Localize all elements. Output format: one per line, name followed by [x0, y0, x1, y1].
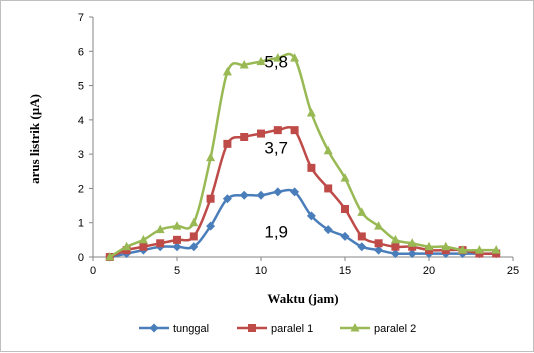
- data-point: [357, 232, 366, 241]
- x-axis-title: Waktu (jam): [267, 291, 338, 306]
- data-point: [357, 242, 367, 252]
- data-point: [172, 221, 182, 230]
- series-line: [109, 125, 497, 259]
- x-tick-label: 15: [339, 265, 351, 277]
- y-tick-label: 2: [78, 183, 84, 195]
- data-point: [290, 53, 300, 62]
- legend-item: tunggal: [139, 323, 209, 335]
- data-point: [290, 126, 299, 135]
- annotation-layer: 5,8 3,7 1,9: [264, 53, 288, 242]
- data-point: [341, 205, 349, 213]
- data-point: [323, 225, 333, 235]
- data-point: [340, 231, 350, 241]
- legend-label: tunggal: [173, 323, 209, 335]
- x-tick-label: 25: [507, 265, 519, 277]
- data-annotation: 3,7: [264, 138, 288, 157]
- data-point: [441, 241, 451, 251]
- data-point: [206, 194, 215, 203]
- data-point: [222, 194, 232, 204]
- y-tick-label: 3: [78, 149, 84, 161]
- data-point: [189, 242, 199, 252]
- data-point: [474, 245, 484, 254]
- legend-marker: [248, 324, 256, 332]
- data-point: [173, 235, 181, 244]
- data-point: [290, 187, 300, 197]
- legend: tunggal paralel 1 paralel 2: [139, 323, 416, 335]
- y-tick-label: 1: [78, 218, 84, 230]
- data-point: [374, 221, 384, 230]
- y-tick-label: 4: [78, 115, 84, 127]
- data-point: [491, 245, 501, 254]
- x-tick-label: 5: [174, 265, 180, 277]
- data-point: [374, 245, 384, 255]
- data-point: [239, 190, 249, 200]
- data-point: [156, 239, 165, 248]
- data-point: [324, 184, 333, 193]
- data-point: [122, 241, 132, 251]
- axes: 0 1 2 3 4 5 6 7 0 5 10 15 20 25: [78, 12, 519, 277]
- data-point: [206, 152, 216, 162]
- data-point: [189, 217, 199, 227]
- data-point: [273, 53, 283, 62]
- data-point: [206, 221, 216, 231]
- y-tick-label: 6: [78, 46, 84, 58]
- data-point: [273, 187, 283, 197]
- series-layer: [105, 52, 501, 262]
- data-point: [307, 163, 316, 172]
- data-point: [390, 234, 400, 244]
- legend-marker: [350, 323, 360, 332]
- series-paralel-2: [105, 52, 501, 261]
- data-point: [256, 56, 266, 66]
- data-point: [256, 190, 266, 200]
- data-point: [306, 108, 316, 117]
- data-point: [239, 60, 249, 69]
- series-line: [109, 52, 497, 259]
- data-point: [240, 133, 249, 141]
- data-point: [273, 126, 282, 135]
- data-annotation: 1,9: [264, 222, 288, 241]
- x-tick-label: 20: [423, 265, 435, 277]
- legend-marker: [149, 323, 159, 333]
- legend-item: paralel 1: [237, 323, 313, 335]
- data-point: [407, 249, 417, 259]
- data-point: [105, 252, 115, 261]
- y-tick-label: 7: [78, 12, 84, 24]
- data-point: [357, 207, 367, 216]
- y-tick-label: 0: [78, 252, 84, 264]
- data-point: [323, 145, 333, 155]
- data-point: [424, 241, 434, 251]
- data-point: [223, 139, 232, 148]
- series-paralel-1: [105, 125, 501, 261]
- data-point: [374, 239, 383, 248]
- data-point: [257, 129, 265, 138]
- data-point: [458, 245, 468, 254]
- data-point: [407, 238, 417, 247]
- legend-label: paralel 1: [271, 323, 313, 335]
- x-tick-label: 0: [90, 265, 96, 277]
- data-point: [306, 211, 316, 221]
- data-point: [139, 242, 148, 251]
- data-point: [138, 234, 148, 244]
- y-tick-label: 5: [78, 81, 84, 93]
- data-point: [189, 232, 198, 241]
- y-axis-title: arus listrik (µA): [27, 94, 42, 184]
- x-tick-label: 10: [255, 265, 267, 277]
- data-annotation: 5,8: [264, 53, 288, 72]
- legend-item: paralel 2: [340, 323, 416, 335]
- data-point: [155, 224, 165, 234]
- legend-label: paralel 2: [374, 323, 416, 335]
- data-point: [172, 242, 182, 252]
- data-point: [391, 242, 400, 251]
- data-point: [222, 66, 232, 76]
- data-point: [390, 249, 400, 259]
- data-point: [340, 173, 350, 182]
